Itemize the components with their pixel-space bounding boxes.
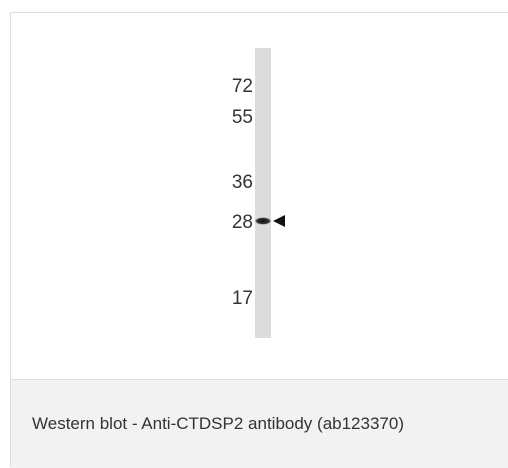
- marker-label: 36: [232, 172, 253, 193]
- lane: [255, 48, 271, 338]
- marker-label: 72: [232, 76, 253, 97]
- blot-image: 72 55 36 28 17: [11, 13, 508, 379]
- page: 72 55 36 28 17 Western blot - Anti-CTDSP…: [0, 0, 508, 467]
- caption-box: Western blot - Anti-CTDSP2 antibody (ab1…: [11, 379, 508, 468]
- product-image-card: 72 55 36 28 17 Western blot - Anti-CTDSP…: [10, 12, 508, 467]
- band: [254, 217, 272, 225]
- caption: Western blot - Anti-CTDSP2 antibody (ab1…: [32, 414, 404, 434]
- marker-label: 17: [232, 288, 253, 309]
- marker-label: 55: [232, 107, 253, 128]
- marker-label: 28: [232, 212, 253, 233]
- blot-svg: 72 55 36 28 17: [11, 13, 508, 379]
- band-arrow: [273, 215, 285, 227]
